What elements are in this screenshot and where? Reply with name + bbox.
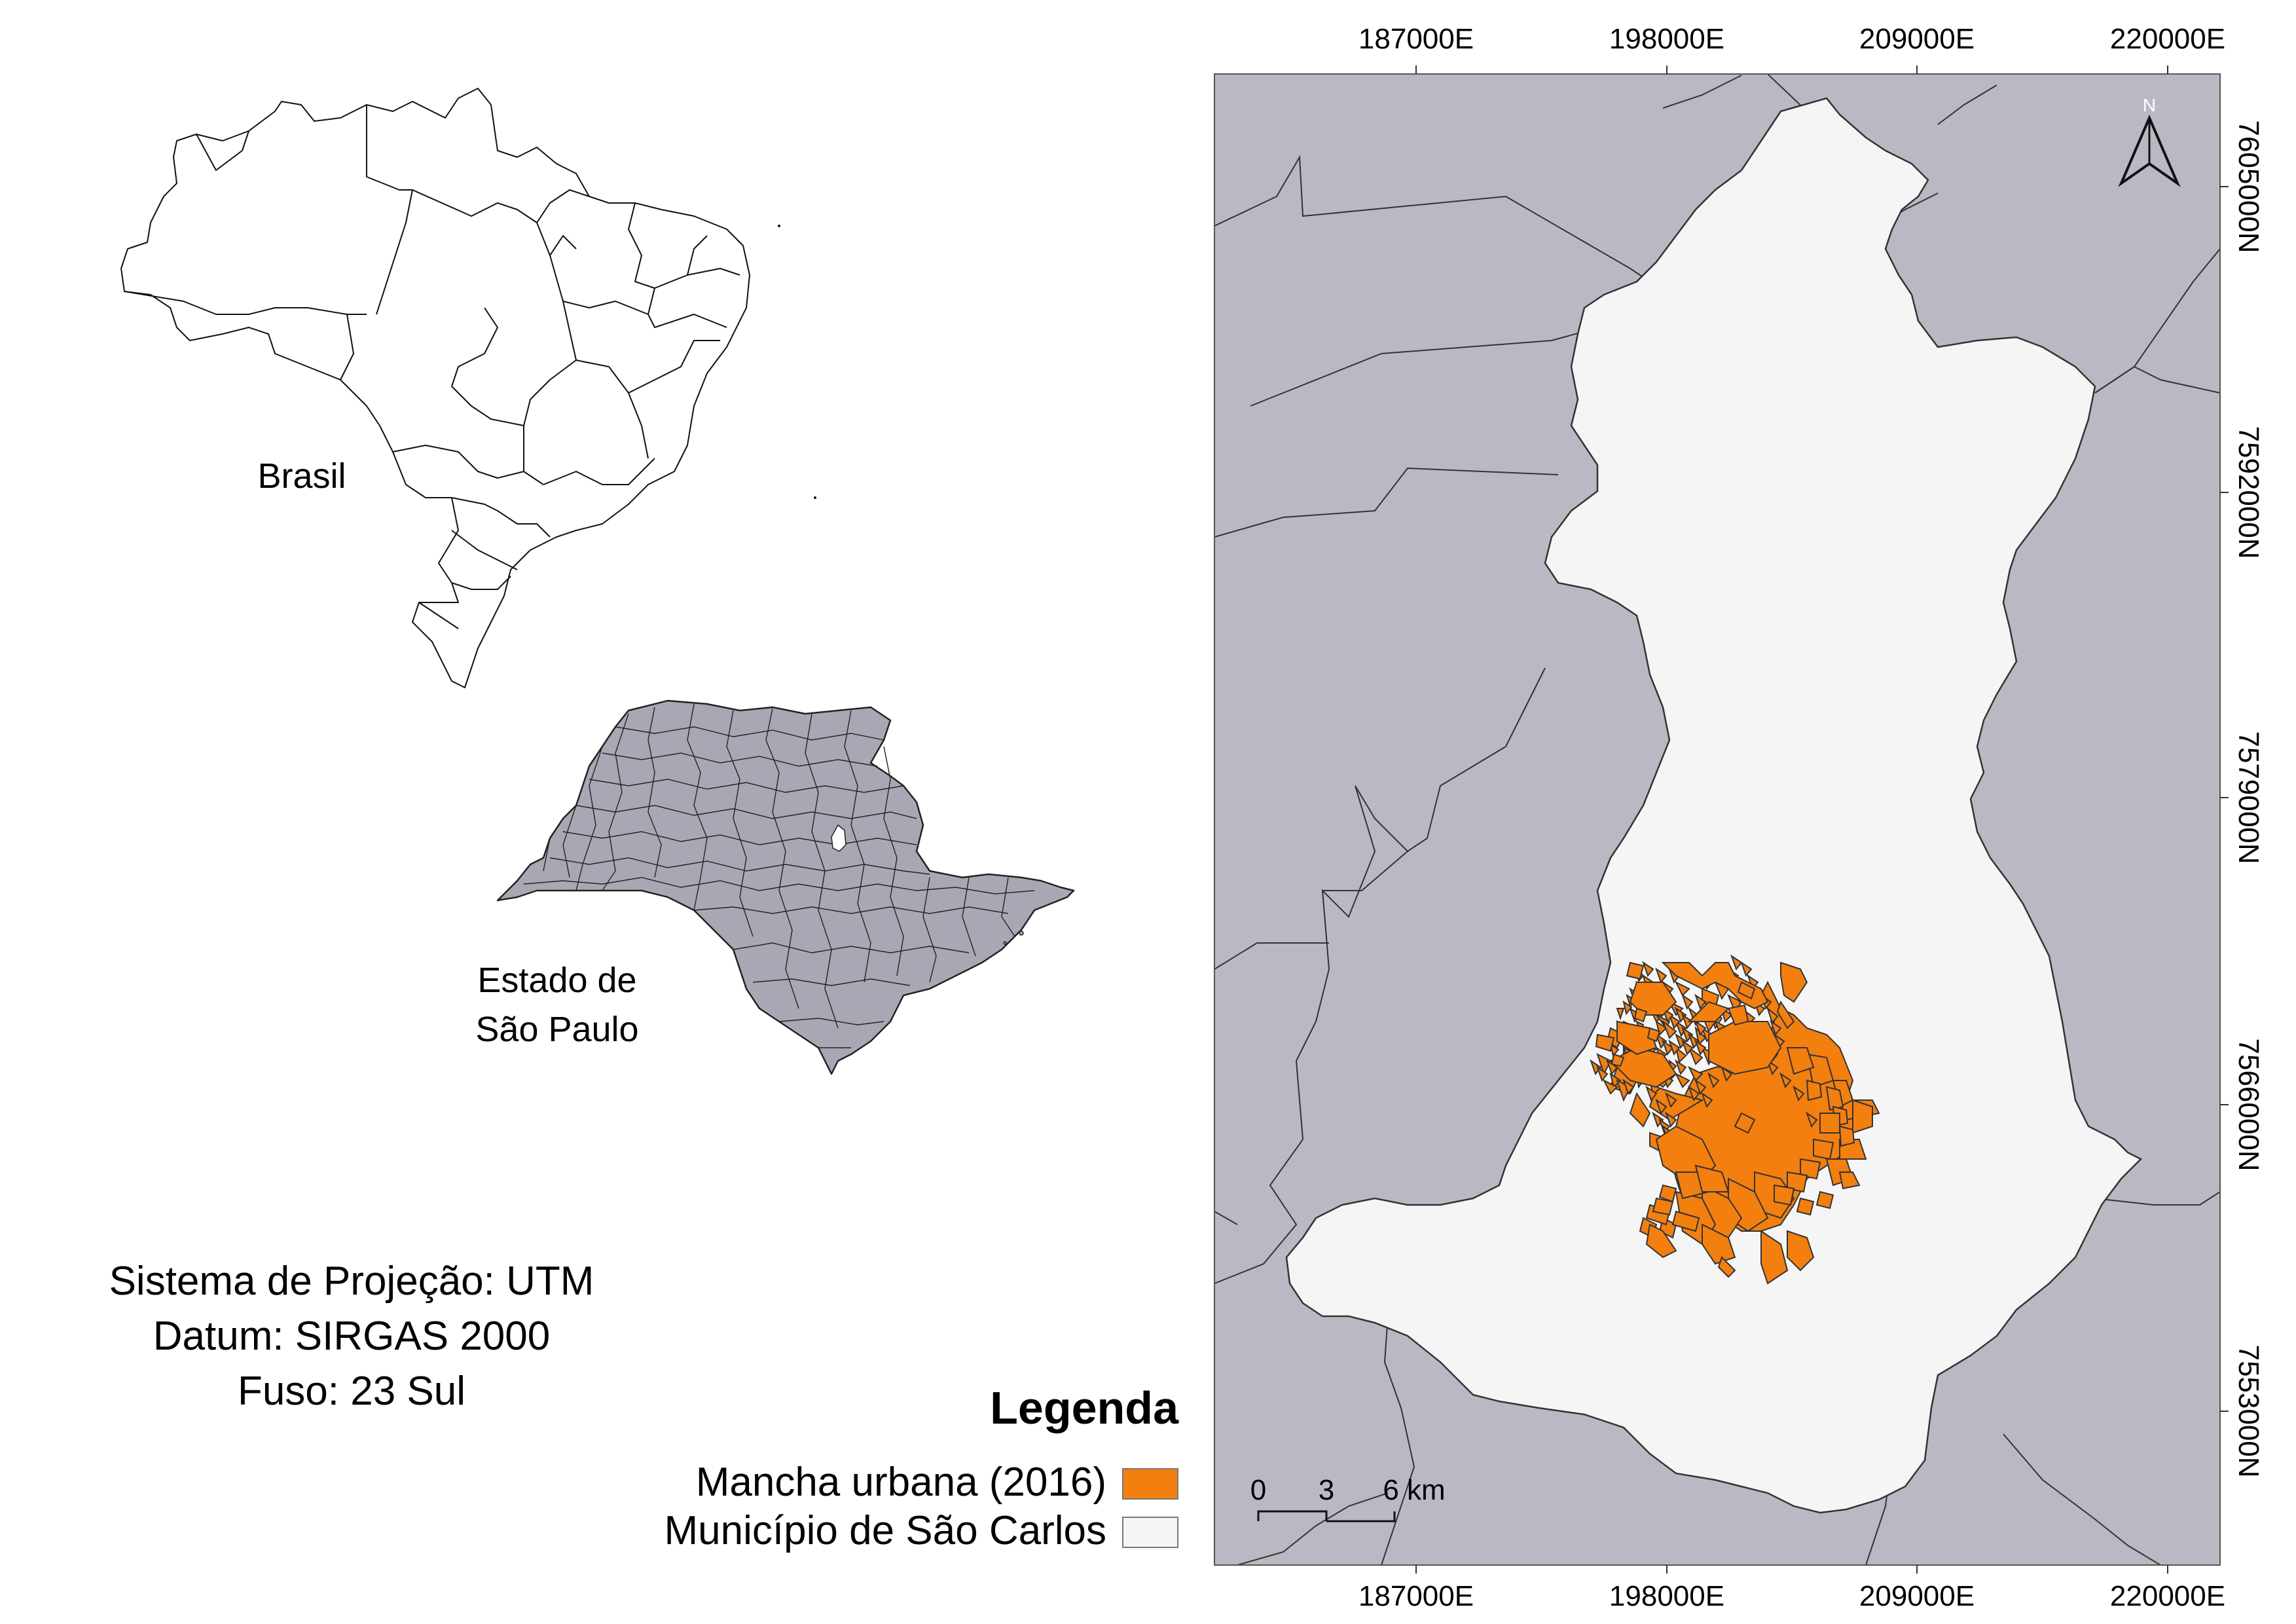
- brazil-inset-map: [120, 88, 816, 688]
- legend-label-municipality: Município de São Carlos: [664, 1508, 1106, 1553]
- municipality-sao-carlos: [1285, 97, 2143, 1514]
- legend-swatch-urban: [1122, 1468, 1178, 1500]
- brazil-outline: [120, 88, 750, 688]
- legend-swatch-municipality: [1122, 1517, 1178, 1548]
- sao-carlos-location: [831, 824, 847, 852]
- x-tick-label-top: 209000E: [1859, 23, 1975, 55]
- scale-label: 3: [1319, 1474, 1334, 1506]
- estado-label-line1: Estado de: [477, 961, 636, 1000]
- estado-label-line2: São Paulo: [475, 1010, 638, 1049]
- urban-area-2016: [1590, 954, 1880, 1285]
- y-tick-label: 7579000N: [2232, 731, 2265, 864]
- main-map: 187000E 198000E 209000E 220000E 187000E …: [1214, 23, 2265, 1612]
- legend-label-urban: Mancha urbana (2016): [695, 1460, 1106, 1505]
- legend: Legenda Mancha urbana (2016) Município d…: [589, 1382, 1178, 1565]
- projection-zone: Fuso: 23 Sul: [237, 1369, 466, 1414]
- x-tick-label-bottom: 198000E: [1609, 1580, 1724, 1612]
- scale-label: 0: [1250, 1474, 1266, 1506]
- map-frame: [1214, 73, 2221, 1566]
- axis-ticks: [1415, 65, 2229, 1574]
- x-tick-label-bottom: 220000E: [2110, 1580, 2225, 1612]
- y-tick-label: 7566000N: [2232, 1038, 2265, 1171]
- projection-system: Sistema de Projeção: UTM: [109, 1259, 594, 1304]
- x-tick-label-top: 198000E: [1609, 23, 1724, 55]
- y-tick-label: 7605000N: [2232, 120, 2265, 253]
- x-tick-label-top: 187000E: [1358, 23, 1474, 55]
- y-tick-label: 7592000N: [2232, 426, 2265, 559]
- projection-datum: Datum: SIRGAS 2000: [153, 1314, 551, 1359]
- north-label: N: [2143, 95, 2156, 115]
- x-tick-label-bottom: 187000E: [1358, 1580, 1474, 1612]
- scale-bar: 0 3 6 km: [1250, 1474, 1446, 1522]
- legend-title: Legenda: [990, 1382, 1178, 1433]
- scale-label: 6 km: [1383, 1474, 1445, 1506]
- north-arrow-icon: N: [2118, 95, 2181, 187]
- x-tick-label-top: 220000E: [2110, 23, 2225, 55]
- sao-paulo-state-inset-map: [496, 699, 1075, 1075]
- brasil-label: Brasil: [257, 456, 346, 496]
- x-tick-label-bottom: 209000E: [1859, 1580, 1975, 1612]
- neighbor-municipality-boundaries: [1214, 74, 2220, 1565]
- y-tick-label: 7553000N: [2232, 1344, 2265, 1477]
